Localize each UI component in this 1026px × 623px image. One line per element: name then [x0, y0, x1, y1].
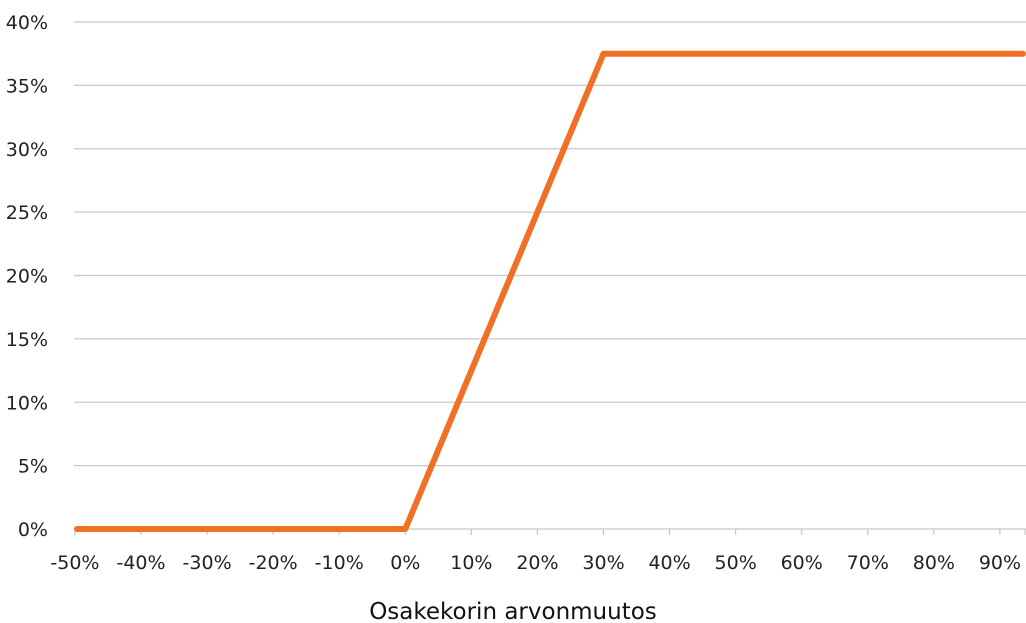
- x-axis-title: Osakekorin arvonmuutos: [369, 599, 657, 623]
- x-tick-label: -10%: [315, 552, 364, 574]
- x-tick-label: -20%: [249, 552, 298, 574]
- y-tick-label: 30%: [6, 139, 48, 161]
- x-tick-label: 60%: [781, 552, 823, 574]
- x-axis-tick-labels: -50% -40% -30% -20% -10% 0% 10% 20% 30% 40% 50% 60%…: [50, 552, 1021, 574]
- y-tick-label: 40%: [6, 12, 48, 34]
- series-line: [74, 50, 1026, 532]
- x-tick-label: 30%: [582, 552, 624, 574]
- x-tick-label: 70%: [847, 552, 889, 574]
- x-tick-label: 50%: [715, 552, 757, 574]
- x-tick-label: 0%: [390, 552, 420, 574]
- y-tick-label: 35%: [6, 75, 48, 97]
- y-tick-label: 10%: [6, 392, 48, 414]
- y-tick-label: 5%: [18, 456, 48, 478]
- x-tick-label: -40%: [116, 552, 165, 574]
- x-tick-label: 80%: [913, 552, 955, 574]
- y-axis-tick-labels: 0% 5% 10% 15% 20% 25% 30% 35% 40%: [6, 12, 48, 541]
- x-tick-label: 10%: [450, 552, 492, 574]
- y-tick-label: 15%: [6, 329, 48, 351]
- series: [74, 50, 1026, 532]
- y-tick-label: 20%: [6, 266, 48, 288]
- gridlines: [74, 21, 1026, 467]
- x-tick-label: -30%: [183, 552, 232, 574]
- y-tick-label: 25%: [6, 202, 48, 224]
- x-tick-label: -50%: [50, 552, 99, 574]
- x-tick-label: 40%: [648, 552, 690, 574]
- x-tick-label: 20%: [516, 552, 558, 574]
- y-tick-label: 0%: [18, 519, 48, 541]
- x-tick-label: 90%: [979, 552, 1021, 574]
